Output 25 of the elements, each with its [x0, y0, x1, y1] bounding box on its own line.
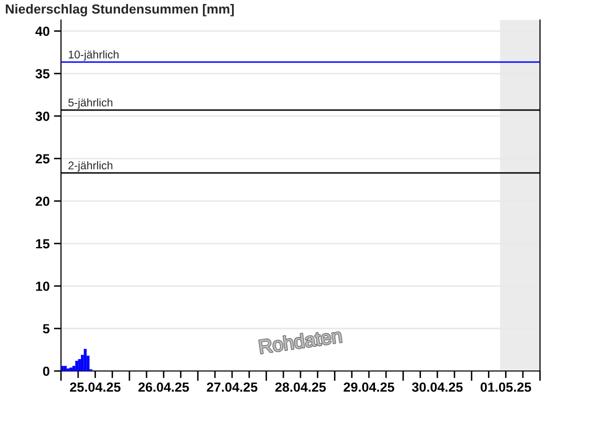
y-tick-label: 15 [36, 239, 50, 248]
x-tick-label: 29.04.25 [344, 382, 394, 392]
y-tick-label: 25 [36, 154, 50, 164]
bar [61, 366, 64, 371]
annotation: Rohdaten [259, 328, 342, 354]
bar [66, 368, 70, 371]
bar [70, 368, 72, 371]
ref-line-label: 10-jährlich [68, 50, 118, 61]
y-tick-label: 20 [36, 196, 50, 206]
x-tick-label: 26.04.25 [138, 382, 189, 392]
ref-line-label: 2-jährlich [68, 161, 112, 172]
x-tick-label: 01.05.25 [480, 382, 532, 392]
y-tick-label: 35 [36, 69, 50, 78]
y-tick-label: 40 [35, 26, 50, 36]
x-tick-label: 25.04.25 [70, 382, 121, 392]
y-tick-label: 30 [36, 112, 50, 121]
bar [78, 359, 81, 371]
x-tick-label: 30.04.25 [412, 382, 463, 392]
y-tick-label: 10 [36, 282, 50, 291]
x-tick-label: 27.04.25 [206, 382, 258, 392]
y-tick-label: 0 [43, 366, 50, 376]
chart-title: Niederschlag Stundensummen [mm] [6, 4, 234, 16]
x-tick-label: 28.04.25 [275, 382, 326, 392]
y-tick-label: 5 [42, 324, 50, 334]
ref-line-label: 5-jährlich [68, 98, 112, 109]
